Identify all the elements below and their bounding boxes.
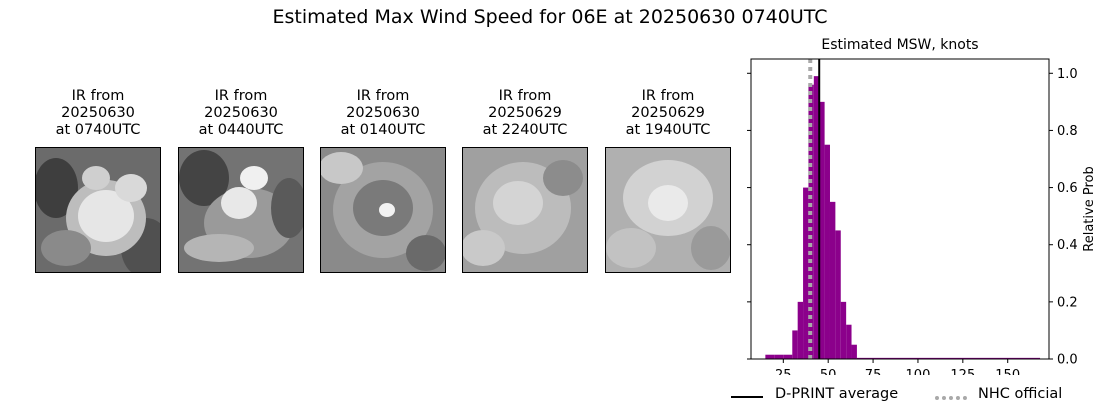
ir-panel-4: IR from 20250629 at 2240UTC: [462, 88, 588, 273]
histogram-bar-14: [846, 324, 852, 359]
histogram-bar-1: [765, 354, 775, 359]
histogram-bar-4: [792, 330, 798, 359]
ir-caption-line: IR from: [641, 88, 695, 104]
histogram-bar-10: [824, 144, 830, 359]
ir-caption-date: 20250629: [631, 105, 705, 121]
ir-caption-line: IR from: [214, 88, 268, 104]
ir-caption-4: IR from 20250629 at 2240UTC: [462, 88, 588, 139]
histogram-bar-9: [819, 101, 825, 359]
ir-satellite-image-1: [35, 147, 161, 273]
ir-caption-3: IR from 20250630 at 0140UTC: [320, 88, 446, 139]
histogram-bar-12: [835, 230, 841, 359]
ir-panel-1: IR from 20250630 at 0740UTC: [35, 88, 161, 273]
histogram-bar-2: [774, 354, 784, 359]
ir-satellite-image-2: [178, 147, 304, 273]
histogram-bar-8: [813, 76, 820, 359]
y-tick-label: 0.0: [1057, 353, 1078, 368]
ir-caption-time: at 2240UTC: [482, 122, 568, 138]
histogram-bars: [765, 76, 1041, 359]
ir-caption-line: IR from: [498, 88, 552, 104]
histogram-bar-13: [840, 301, 847, 359]
x-tick-label: 25: [775, 368, 792, 375]
ir-caption-time: at 0140UTC: [340, 122, 426, 138]
msw-histogram-chart: Estimated MSW, knots 25 50 75 100 125 150 0.0…: [747, 37, 1097, 375]
ir-caption-line: IR from: [356, 88, 410, 104]
ir-panel-2: IR from 20250630 at 0440UTC: [178, 88, 304, 273]
y-tick-label: 1.0: [1057, 67, 1078, 82]
legend-dprint-label: D-PRINT average: [775, 386, 899, 402]
ir-caption-date: 20250629: [488, 105, 562, 121]
histogram-bar-6: [803, 187, 809, 359]
y-tick-label: 0.4: [1057, 238, 1078, 253]
ir-caption-line: IR from: [71, 88, 125, 104]
x-tick-label: 75: [865, 368, 882, 375]
ir-caption-2: IR from 20250630 at 0440UTC: [178, 88, 304, 139]
ir-satellite-image-5: [605, 147, 731, 273]
ir-satellite-image-4: [462, 147, 588, 273]
ir-caption-date: 20250630: [61, 105, 135, 121]
chart-title: Estimated MSW, knots: [821, 37, 978, 53]
histogram-bar-3: [783, 354, 793, 359]
ir-caption-time: at 0740UTC: [55, 122, 141, 138]
ir-caption-time: at 1940UTC: [625, 122, 711, 138]
x-tick-label: 100: [906, 368, 931, 375]
plot-frame: [750, 58, 1050, 360]
legend-nhc-swatch: [935, 396, 967, 400]
ir-caption-date: 20250630: [204, 105, 278, 121]
x-axis-ticks: 25 50 75 100 125 150: [775, 359, 1020, 375]
ir-caption-5: IR from 20250629 at 1940UTC: [605, 88, 731, 139]
x-tick-label: 50: [820, 368, 837, 375]
histogram-bar-15: [851, 344, 857, 359]
ir-caption-date: 20250630: [346, 105, 420, 121]
y-axis-ticks: 0.0 0.2 0.4 0.6 0.8 1.0: [747, 67, 1078, 368]
y-tick-label: 0.8: [1057, 124, 1078, 139]
histogram-bar-5: [797, 301, 804, 359]
x-tick-label: 125: [950, 368, 975, 375]
ir-panel-3: IR from 20250630 at 0140UTC: [320, 88, 446, 273]
ir-caption-1: IR from 20250630 at 0740UTC: [35, 88, 161, 139]
legend-nhc-label: NHC official: [978, 386, 1063, 402]
x-tick-label: 150: [995, 368, 1020, 375]
y-tick-label: 0.6: [1057, 181, 1078, 196]
ir-satellite-image-3: [320, 147, 446, 273]
ir-panel-5: IR from 20250629 at 1940UTC: [605, 88, 731, 273]
figure-title: Estimated Max Wind Speed for 06E at 2025…: [272, 6, 828, 28]
y-tick-label: 0.2: [1057, 295, 1078, 310]
legend-dprint-swatch: [731, 396, 763, 398]
histogram-bar-11: [829, 201, 836, 359]
ir-caption-time: at 0440UTC: [198, 122, 284, 138]
histogram-bar-16: [856, 357, 1041, 359]
y-axis-label: Relative Prob: [1082, 166, 1097, 251]
